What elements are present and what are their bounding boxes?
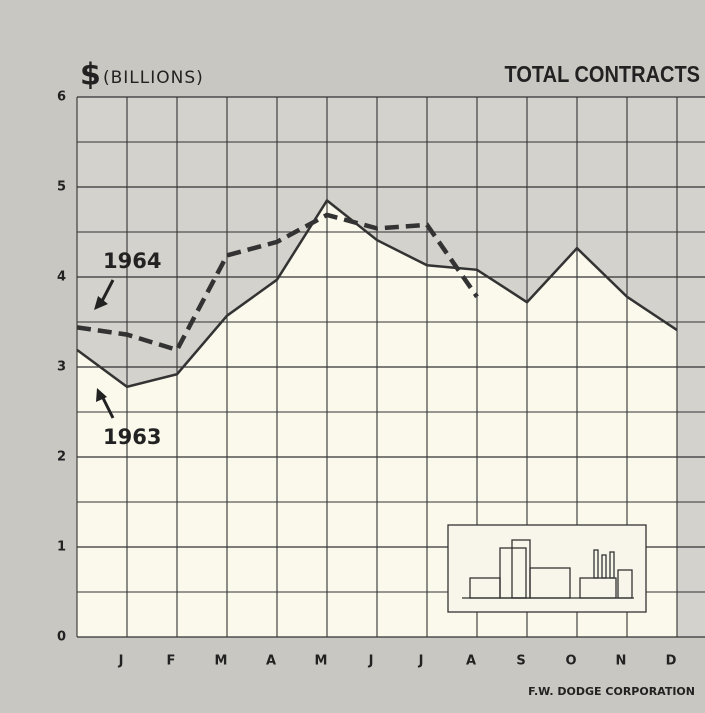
x-tick-label: F: [167, 654, 176, 669]
chart-title: TOTAL CONTRACTS: [505, 61, 700, 88]
x-tick-label: J: [418, 654, 424, 669]
y-symbol: $: [80, 58, 101, 93]
y-tick-label: 0: [57, 630, 66, 645]
x-tick-label: D: [666, 654, 677, 669]
x-tick-label: N: [616, 654, 627, 669]
x-tick-label: J: [368, 654, 374, 669]
chart: $ (BILLIONS) TOTAL CONTRACTS F.W. DODGE …: [0, 0, 705, 713]
y-tick-label: 4: [57, 270, 66, 285]
x-tick-label: A: [266, 654, 276, 669]
series-label: 1963: [103, 425, 161, 449]
y-tick-label: 5: [57, 180, 66, 195]
x-tick-label: M: [215, 654, 228, 669]
x-tick-label: O: [565, 654, 576, 669]
source: F.W. DODGE CORPORATION: [528, 685, 695, 698]
y-tick-label: 6: [57, 90, 66, 105]
x-tick-label: S: [516, 654, 525, 669]
x-tick-label: M: [315, 654, 328, 669]
x-tick-label: J: [118, 654, 124, 669]
x-tick-label: A: [466, 654, 476, 669]
series-label: 1964: [103, 249, 161, 273]
factory-illustration: [448, 525, 646, 612]
y-tick-label: 1: [57, 540, 66, 555]
y-tick-label: 2: [57, 450, 66, 465]
y-tick-label: 3: [57, 360, 66, 375]
y-unit: (BILLIONS): [103, 68, 204, 88]
